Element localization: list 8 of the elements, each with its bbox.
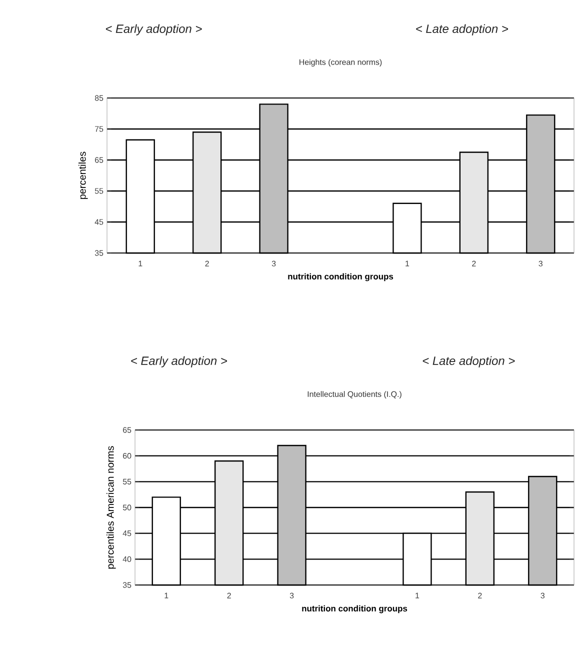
y-axis-title: percentiles xyxy=(78,152,88,199)
y-axis-title: percentiles American norms xyxy=(106,446,116,569)
text: < Early adoption > xyxy=(131,356,227,368)
text: < Early adoption > xyxy=(106,24,202,36)
text: < Late adoption > xyxy=(416,24,508,36)
x-axis-title: nutrition condition groups xyxy=(288,273,394,282)
x-axis-title: nutrition condition groups xyxy=(302,605,408,614)
text: < Late adoption > xyxy=(422,356,515,368)
